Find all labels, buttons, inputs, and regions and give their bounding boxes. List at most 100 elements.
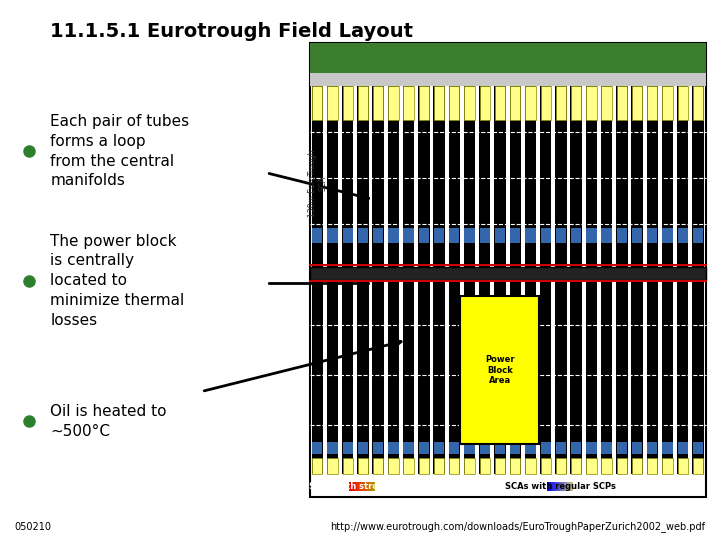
Bar <box>388 458 398 474</box>
Bar <box>387 86 399 271</box>
Bar <box>551 482 552 491</box>
Bar <box>510 86 521 271</box>
Text: SCAs with regular SCPs: SCAs with regular SCPs <box>505 482 616 491</box>
Bar <box>617 86 627 119</box>
Bar <box>310 43 706 73</box>
Bar <box>352 482 353 491</box>
Bar <box>373 442 383 454</box>
Text: http://www.eurotrough.com/downloads/EuroTroughPaperZurich2002_web.pdf: http://www.eurotrough.com/downloads/Euro… <box>330 521 706 532</box>
Bar <box>449 275 460 474</box>
Bar <box>647 228 657 243</box>
Bar <box>343 458 353 474</box>
Bar <box>541 228 551 243</box>
Bar <box>568 482 569 491</box>
Bar <box>354 482 356 491</box>
Bar <box>562 482 564 491</box>
Bar <box>631 86 643 271</box>
Bar <box>349 482 351 491</box>
Bar <box>449 458 459 474</box>
Bar <box>570 482 572 491</box>
Bar <box>556 228 566 243</box>
Bar <box>434 442 444 454</box>
Bar <box>312 86 323 119</box>
Bar <box>327 275 338 474</box>
Bar <box>434 228 444 243</box>
Bar <box>526 228 536 243</box>
Text: 130m EuroTrough
SCA: 130m EuroTrough SCA <box>308 150 327 217</box>
Bar <box>388 86 398 119</box>
Bar <box>692 275 703 474</box>
Bar <box>353 482 354 491</box>
Bar <box>464 86 475 271</box>
Bar <box>373 86 383 119</box>
Bar <box>585 275 597 474</box>
Bar <box>565 482 567 491</box>
Bar <box>662 86 673 271</box>
Bar <box>310 267 706 280</box>
Bar <box>541 86 551 119</box>
Bar <box>567 482 568 491</box>
Bar <box>571 228 581 243</box>
Bar <box>510 275 521 474</box>
Bar <box>357 275 369 474</box>
Bar <box>556 442 566 454</box>
Bar <box>693 228 703 243</box>
Bar <box>358 458 368 474</box>
Bar <box>678 458 688 474</box>
Bar <box>526 458 536 474</box>
Bar <box>372 482 374 491</box>
Bar <box>555 86 567 271</box>
Bar <box>310 73 706 86</box>
Bar <box>480 458 490 474</box>
Bar <box>570 86 582 271</box>
Bar <box>662 86 672 119</box>
Bar <box>570 275 582 474</box>
Bar <box>494 86 505 271</box>
Bar <box>357 482 359 491</box>
Bar <box>418 275 430 474</box>
Bar <box>494 275 505 474</box>
Bar <box>328 442 338 454</box>
Bar <box>647 86 657 119</box>
Bar <box>434 458 444 474</box>
Bar <box>367 482 369 491</box>
Bar <box>555 275 567 474</box>
Bar <box>525 86 536 271</box>
Bar <box>373 228 383 243</box>
Bar <box>495 458 505 474</box>
Bar <box>343 228 353 243</box>
Bar <box>371 482 372 491</box>
Bar <box>526 442 536 454</box>
Bar <box>495 228 505 243</box>
Bar <box>495 86 505 119</box>
Bar <box>678 86 688 119</box>
Text: 050210: 050210 <box>14 522 51 532</box>
Bar <box>632 86 642 119</box>
Bar <box>362 482 364 491</box>
Bar <box>479 86 490 271</box>
Bar <box>327 86 338 271</box>
Bar <box>601 458 612 474</box>
Bar <box>693 442 703 454</box>
Bar <box>312 458 323 474</box>
Bar <box>556 458 566 474</box>
Bar <box>549 482 550 491</box>
Bar <box>541 442 551 454</box>
Bar <box>464 458 474 474</box>
Bar <box>550 482 551 491</box>
Bar <box>601 86 612 271</box>
Bar <box>526 86 536 119</box>
Bar <box>632 228 642 243</box>
Bar <box>374 482 375 491</box>
Bar <box>361 482 362 491</box>
Bar <box>571 458 581 474</box>
Bar <box>464 442 474 454</box>
Bar <box>351 482 352 491</box>
Bar <box>364 482 366 491</box>
Bar <box>647 275 658 474</box>
Bar <box>677 86 688 271</box>
Bar <box>632 458 642 474</box>
Bar <box>388 442 398 454</box>
Bar <box>464 275 475 474</box>
Bar <box>693 458 703 474</box>
